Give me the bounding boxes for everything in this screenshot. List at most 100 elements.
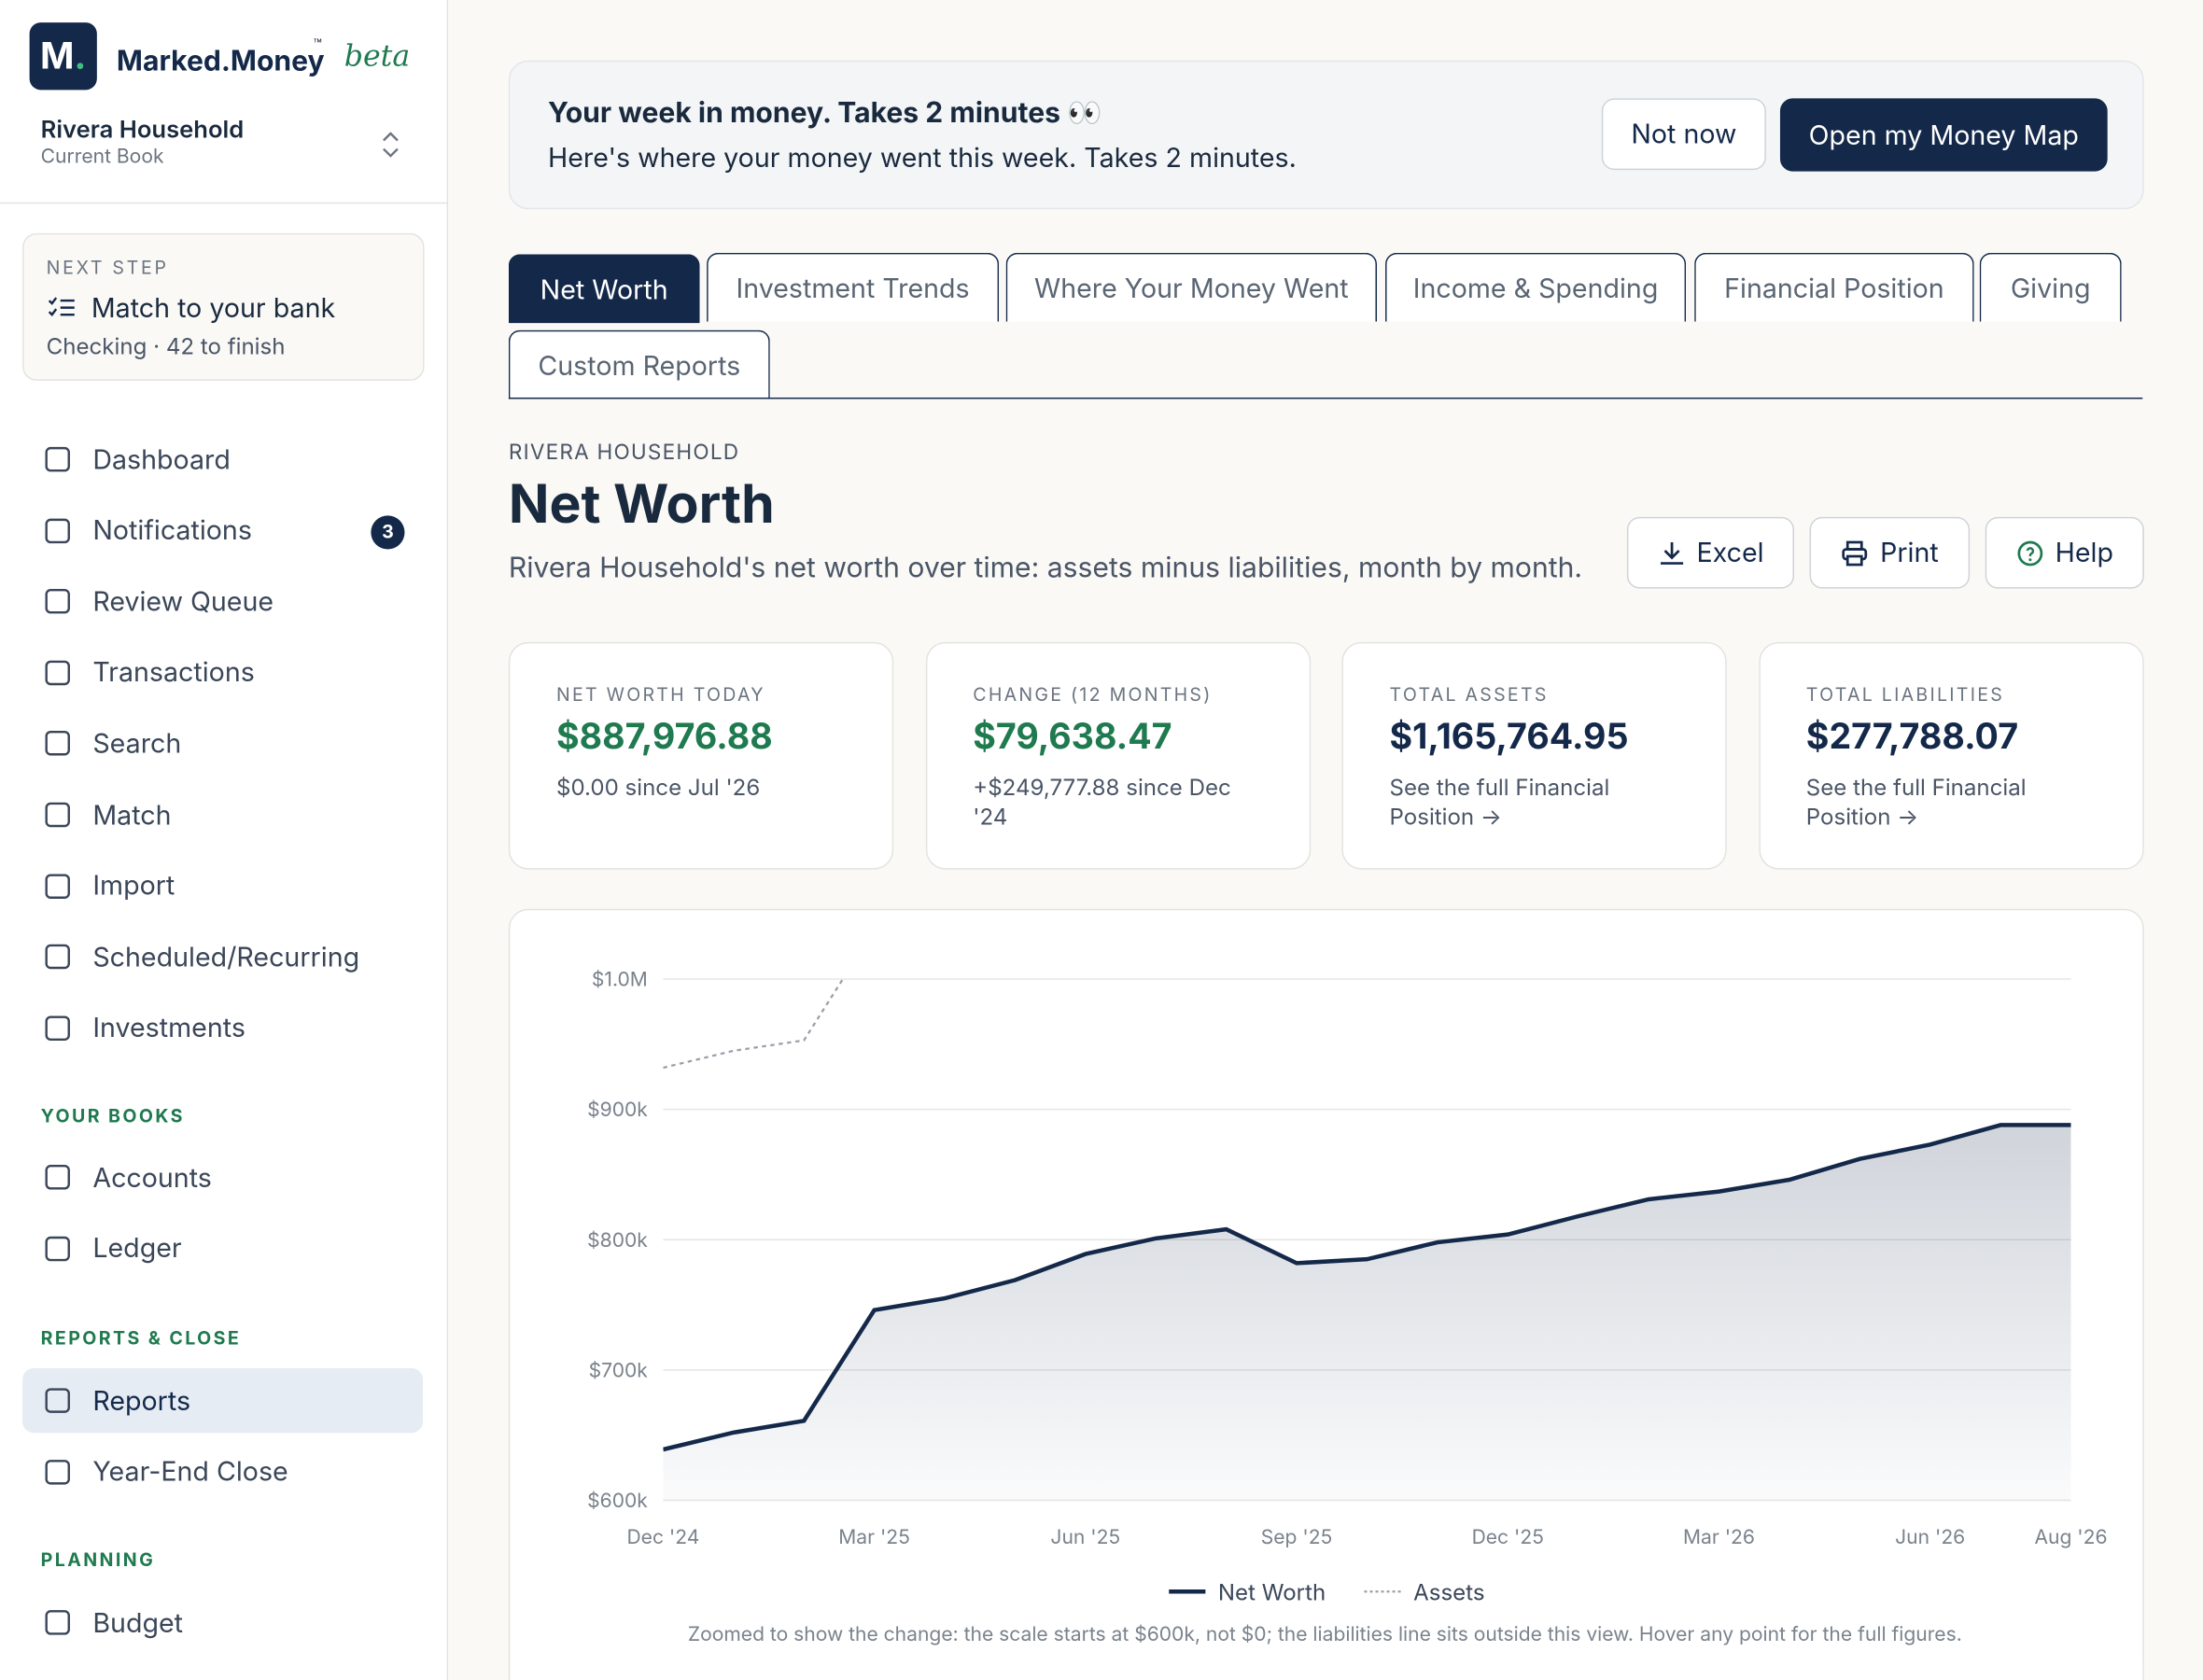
stat-note: See the full Financial Position →	[1389, 772, 1610, 831]
book-name[interactable]: Rivera Household	[40, 116, 245, 146]
nav-label: Budget	[92, 1606, 184, 1639]
nav-item[interactable]: Import	[22, 853, 423, 917]
stat-note: $0.00 since Jul '26	[556, 772, 761, 801]
stat-card: NET WORTH TODAY $887,976.88 $0.00 since Ju…	[508, 641, 894, 870]
nav-label: Transactions	[92, 656, 255, 689]
stat-value: $1,165,764.95	[1389, 716, 1629, 759]
nav-item[interactable]: Review Queue	[22, 569, 423, 634]
banner-title: Your week in money. Takes 2 minutes 👀	[547, 95, 1102, 130]
nav-item[interactable]: Notifications 3	[22, 498, 423, 563]
stat-card: TOTAL LIABILITIES $277,788.07 See the full…	[1758, 641, 2144, 870]
nav-label: Match	[92, 798, 172, 832]
area	[663, 1125, 2071, 1501]
nav-label: Dashboard	[92, 442, 231, 476]
nav-item[interactable]: Budget	[22, 1590, 423, 1655]
excel-button[interactable]: Excel	[1626, 516, 1795, 589]
line	[663, 1123, 2071, 1452]
tab[interactable]: Financial Position	[1694, 252, 1974, 322]
tab[interactable]: Where Your Money Went	[1005, 252, 1377, 322]
tab[interactable]: Net Worth	[508, 254, 700, 324]
nav-item[interactable]: Dashboard	[22, 427, 423, 492]
nav-label: Notifications	[92, 514, 252, 547]
stat-note: See the full Financial Position →	[1805, 772, 2027, 831]
nav-label: Review Queue	[92, 585, 274, 618]
stat-card: TOTAL ASSETS $1,165,764.95 See the full Fi…	[1341, 641, 1727, 870]
book-switch[interactable]	[379, 131, 401, 159]
stat-value: $79,638.47	[973, 716, 1172, 759]
nav-icon	[45, 589, 70, 614]
nav-item[interactable]: Reports	[22, 1367, 424, 1434]
help-button[interactable]: Help	[1985, 516, 2144, 589]
x-tick-label: Sep '25	[1261, 1526, 1333, 1549]
x-tick-label: Aug '26	[2034, 1526, 2107, 1549]
nav-icon	[45, 1165, 70, 1190]
legend-label: Assets	[1413, 1578, 1484, 1605]
nav-icon	[45, 446, 70, 472]
book-sub: Current Book	[40, 145, 164, 169]
nav-icon	[45, 660, 70, 685]
tab[interactable]: Custom Reports	[508, 329, 770, 399]
nav-label: Reports	[92, 1384, 191, 1417]
nav-label: Ledger	[92, 1232, 182, 1265]
nav-item[interactable]: Match	[22, 782, 423, 847]
tab-rule	[508, 397, 2143, 399]
x-tick-label: Jun '25	[1050, 1526, 1120, 1549]
dismiss-button[interactable]: Not now	[1601, 98, 1766, 171]
nav-label: Scheduled/Recurring	[92, 940, 360, 973]
nav-item[interactable]: Ledger	[22, 1216, 423, 1281]
y-tick-label: $600k	[587, 1490, 648, 1513]
nav-label: Investments	[92, 1012, 246, 1044]
nav-item[interactable]: Scheduled/Recurring	[22, 925, 423, 989]
next-step-title: Match to your bank	[91, 292, 336, 325]
nav-item[interactable]: Investments	[22, 996, 423, 1060]
plot	[663, 979, 2071, 1501]
action-button[interactable]: Open my Money Map	[1779, 98, 2108, 172]
nav-item[interactable]: Year-End Close	[22, 1439, 423, 1504]
stat-value: $277,788.07	[1805, 716, 2019, 759]
y-tick-label: $800k	[587, 1229, 648, 1253]
stat-label: CHANGE (12 MONTHS)	[973, 683, 1213, 707]
stat-label: NET WORTH TODAY	[556, 683, 765, 707]
nav-icon	[45, 945, 70, 970]
banner-text: Here's where your money went this week. …	[547, 142, 1297, 175]
nav-label: Year-End Close	[92, 1455, 288, 1489]
icon	[48, 297, 75, 316]
nav-icon	[45, 518, 70, 543]
section-title: REPORTS & CLOSE	[40, 1327, 242, 1351]
nav-item[interactable]: Transactions	[22, 640, 423, 705]
label: Print	[1880, 536, 1939, 569]
sidebar: M. Marked.Money ™ beta Rivera Household …	[0, 0, 449, 1680]
chart-note: Zoomed to show the change: the scale sta…	[688, 1623, 1962, 1646]
nav-icon	[45, 731, 70, 757]
tab[interactable]: Income & Spending	[1385, 252, 1687, 322]
badge: 3	[371, 514, 405, 549]
x-tick-label: Dec '24	[626, 1526, 699, 1549]
nav-item[interactable]: Search	[22, 711, 423, 776]
brand-name: Marked.Money	[116, 43, 325, 77]
y-tick-label: $900k	[587, 1099, 648, 1122]
tab[interactable]: Investment Trends	[707, 252, 1000, 322]
nav-icon	[45, 1459, 70, 1484]
eyebrow: RIVERA HOUSEHOLD	[508, 438, 740, 466]
report-description: Rivera Household's net worth over time: …	[508, 550, 1583, 585]
y-tick-label: $1.0M	[592, 969, 648, 992]
nav-icon	[45, 873, 70, 899]
nav-item[interactable]: Accounts	[22, 1145, 423, 1210]
print-button[interactable]: Print	[1809, 516, 1971, 589]
line	[663, 979, 845, 1070]
legend-label: Net Worth	[1218, 1578, 1326, 1605]
nav-label: Import	[92, 869, 175, 903]
nav-icon	[45, 1388, 70, 1413]
banner: Your week in money. Takes 2 minutes 👀 He…	[508, 60, 2144, 210]
brand-tm: ™	[313, 36, 322, 54]
x-tick-label: Mar '26	[1683, 1526, 1755, 1549]
label: Help	[2055, 536, 2113, 569]
stat-note: +$249,777.88 since Dec '24	[973, 772, 1231, 831]
next-step[interactable]: NEXT STEP Match to your bank Checking · …	[22, 232, 425, 381]
tab[interactable]: Giving	[1979, 252, 2122, 322]
nav-label: Search	[92, 727, 182, 761]
nav-icon	[45, 1236, 70, 1261]
x-tick-label: Mar '25	[838, 1526, 910, 1549]
nav-icon	[45, 802, 70, 828]
